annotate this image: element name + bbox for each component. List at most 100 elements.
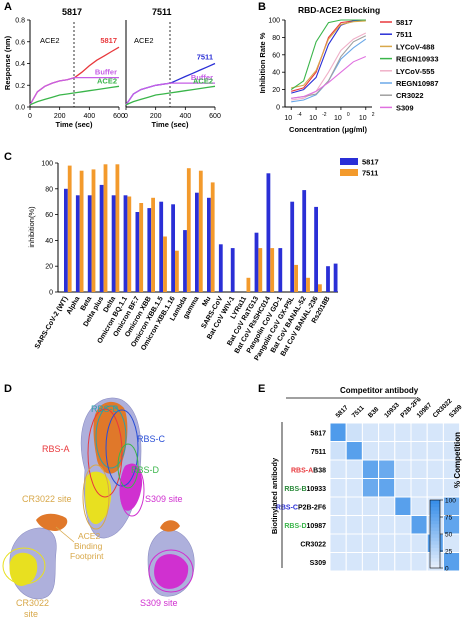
panel-c-bar-5817 [326,266,330,292]
panel-e-heatmap-cell [410,496,428,516]
panel-c-ytick: 0 [49,290,53,297]
panel-letter-a: A [4,1,12,13]
label-rbs-d: RBS-D [131,465,160,475]
panel-e-row-header: 5817 [310,430,326,437]
panel-a2-series-buffer [125,82,215,106]
panel-c-bar-5817 [171,204,175,292]
panel-e-column-header: 5817 [335,404,350,419]
panel-e-colorbar-tick: 0 [445,566,449,573]
panel-e-heatmap-cell [394,422,412,442]
panel-e-heatmap-cell [442,552,461,572]
panel-e-colorbar-segment [430,530,440,535]
panel-e-heatmap-cell [329,552,347,572]
panel-e-heatmap-cell [345,496,363,516]
panel-d-structure-top [80,397,145,539]
panel-a-ytick: 0.8 [15,18,25,25]
panel-c-bar-5817 [314,206,318,292]
panel-a-xlabel-1: Time (sec) [56,120,93,129]
panel-c-bar-7511 [103,164,108,292]
panel-b-legend-label: REGN10933 [396,55,439,64]
panel-e-column-header: 7511 [351,404,366,419]
panel-e-colorbar-segment [430,564,440,569]
panel-a2-label-buffer: Buffer [191,73,213,82]
panel-a2-label-ace2: ACE2 [193,76,213,85]
panel-c-bar-5817 [266,173,271,292]
panel-e-colorbar-segment [430,557,440,562]
label-ace2-footprint-1: ACE2 [78,531,100,541]
panel-e-heatmap-cell [426,459,444,479]
panel-e-colorbar-segment [430,561,440,565]
panel-c-legend-swatch [340,158,358,165]
panel-b-legend-label: 7511 [396,30,412,39]
label-ace2-footprint-3: Footprint [70,551,104,561]
panel-b-ytick: 100 [268,18,280,25]
panel-e-column-header: 10933 [383,401,401,419]
label-cr3022-site-bottom-1: CR3022 [16,598,49,608]
panel-e-row-header: S309 [310,560,326,567]
panel-e-heatmap-cell [361,441,380,461]
panel-e-heatmap-cell [378,533,396,553]
panel-e-heatmap-cell [345,441,363,461]
panel-e-colorbar-segment [430,537,440,542]
panel-e-heatmap-cell [345,478,363,498]
panel-e-row-header: RBS-D10987 [284,523,326,530]
panel-b-legend-label: CR3022 [396,91,424,100]
panel-e-heatmap-cell [345,422,363,442]
label-cr3022-site: CR3022 site [22,494,72,504]
panel-e-colorbar: 0 25 50 75 100 [429,498,456,573]
panel-b-ytick: 40 [272,70,280,77]
panel-e-colorbar-label: % Competition [453,432,462,488]
panel-e-colorbar-segment [430,503,440,508]
panel-a1-label-5817: 5817 [100,36,117,45]
panel-b-ytick: 60 [272,52,280,59]
panel-e-heatmap-cell [394,515,412,535]
panel-c-bar-7511 [67,165,72,292]
panel-e-heatmap-cell [378,515,396,535]
panel-c-bar-5817 [230,248,235,292]
panel-c-ytick: 20 [45,264,53,271]
panel-a-ylabel: Response (nm) [3,35,12,90]
panel-c-bar-5817 [278,248,283,292]
panel-b-series-regn10933 [290,19,366,91]
panel-a-xlabel-2: Time (sec) [152,120,189,129]
panel-e-heatmap-cell [329,459,347,479]
ace2-marker-label-2: ACE2 [134,36,154,45]
panel-c-xtick-label: Mu [201,296,212,308]
panel-b-series-regn10987 [291,38,367,103]
panel-c-bar-7511 [79,170,84,292]
panel-a-title-7511: 7511 [152,7,172,17]
panel-e-heatmap-cell [426,478,444,498]
panel-c-legend-swatch [340,169,358,176]
panel-b-legend: 5817 7511 LYCoV-488 REGN10933 LYCoV-555 REGN1… [380,18,439,112]
panel-e-colorbar-segment [430,527,440,531]
panel-letter-c: C [4,151,12,163]
panel-e-heatmap-cell [378,459,396,479]
panel-e-colorbar-segment [430,520,440,525]
panel-b-legend-label: LYCoV-555 [396,67,435,76]
panel-b-legend-label: REGN10987 [396,79,439,88]
panel-c-ytick: 40 [45,238,53,245]
panel-e-colorbar-segment [430,506,440,511]
label-s309-site-bottom: S309 site [140,598,178,608]
panel-c-bar-5817 [195,192,199,292]
panel-c-bar-5817 [135,212,140,292]
panel-c-bar-5817 [147,208,152,292]
panel-e-heatmap-cell [329,478,347,498]
panel-c-bar-7511 [246,277,251,292]
panel-c-bar-5817 [87,195,92,293]
panel-a2-series-ace2 [125,85,216,106]
panel-b-xtick-exp: -2 [322,112,327,118]
panel-e-colorbar-segment [430,500,440,504]
panel-e-colorbar-tick: 100 [445,498,456,505]
panel-e-colorbar-segment [430,544,440,548]
panel-a-ytick: 0.0 [15,105,25,112]
panel-e-column-header: B38 [367,406,381,420]
label-rbs-b: RBS-B [91,404,119,414]
label-cr3022-site-bottom-2: site [24,609,38,619]
panel-b-ytick: 0 [276,105,280,112]
panel-b-legend-label: 5817 [396,18,413,27]
